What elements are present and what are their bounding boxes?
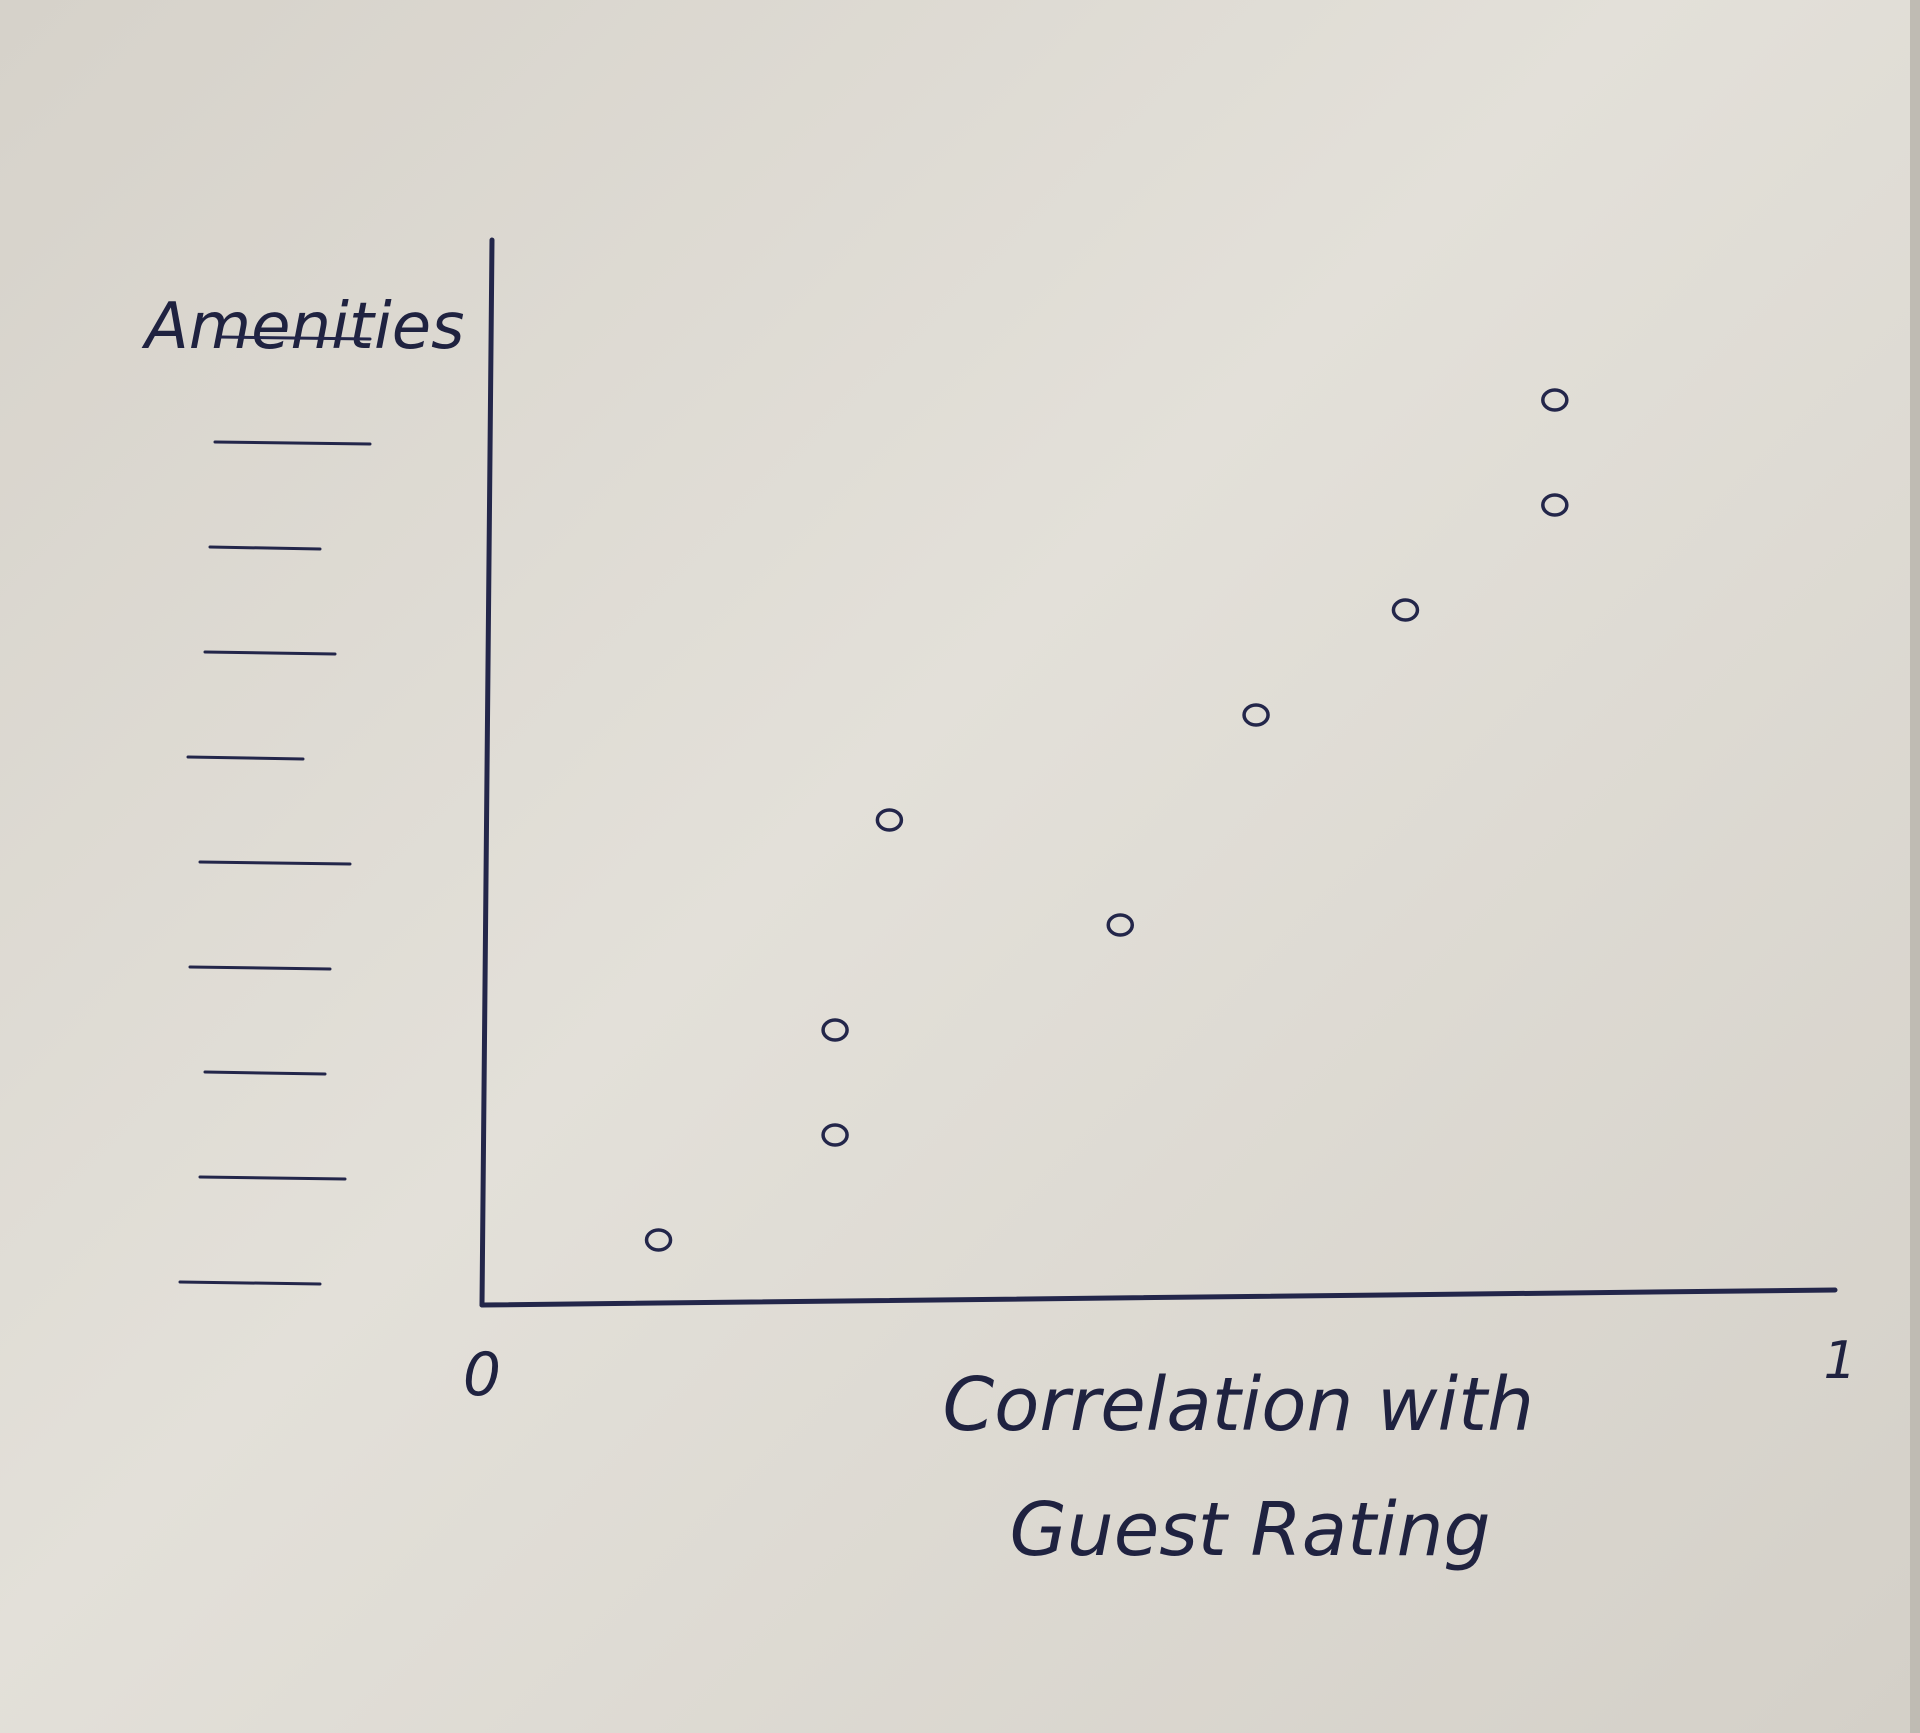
scatter-point-4	[875, 808, 904, 832]
scatter-point-1	[821, 1123, 849, 1147]
y-category-blank-2	[203, 1070, 327, 1076]
x-axis-label-line-2: Guest Rating	[1009, 1487, 1490, 1573]
y-category-blank-5	[186, 755, 305, 761]
x-axis-line	[479, 1287, 1838, 1308]
scatter-point-2	[821, 1018, 849, 1042]
scatter-point-3	[1106, 913, 1135, 937]
y-category-blanks	[178, 335, 372, 1286]
x-axis-label-line-1: Correlation with	[942, 1362, 1534, 1448]
scatter-points	[644, 388, 1569, 1252]
y-category-blank-4	[198, 860, 352, 866]
y-axis-line	[479, 237, 495, 1308]
x-axis-label: Correlation with Guest Rating	[942, 1362, 1557, 1573]
x-tick-label-1: 1	[1823, 1331, 1856, 1391]
scatter-point-6	[1391, 598, 1420, 622]
x-tick-label-0: 0	[463, 1340, 501, 1410]
scatter-point-7	[1541, 493, 1569, 517]
y-category-blank-1	[198, 1175, 347, 1181]
scatter-point-5	[1242, 703, 1270, 727]
y-category-blank-7	[208, 545, 322, 551]
y-category-blank-9	[218, 335, 372, 341]
y-axis-label: Amenities	[141, 290, 464, 364]
scatter-point-8	[1541, 388, 1569, 412]
y-category-blank-6	[203, 650, 337, 656]
y-category-blank-3	[188, 965, 332, 971]
y-category-blank-0	[178, 1280, 322, 1286]
y-category-blank-8	[213, 440, 372, 446]
paper-edge	[1910, 0, 1920, 1733]
scatter-point-0	[644, 1228, 673, 1252]
